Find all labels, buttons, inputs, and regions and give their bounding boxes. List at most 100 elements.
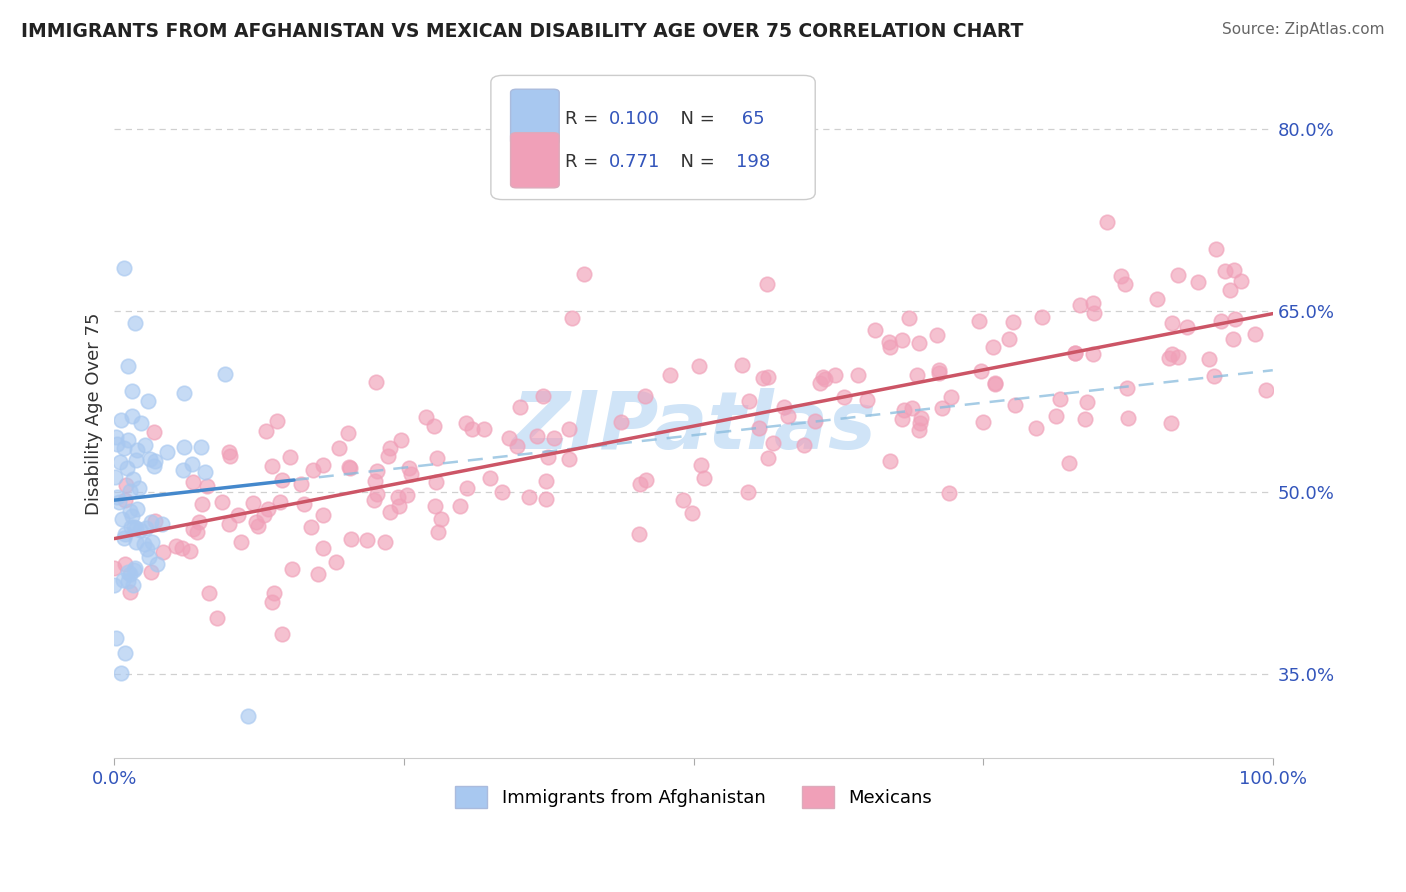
Point bbox=[128, 481, 150, 495]
Text: ZIPatlas: ZIPatlas bbox=[512, 388, 876, 467]
Point bbox=[1219, 283, 1241, 297]
Point bbox=[172, 541, 194, 556]
Point bbox=[1025, 421, 1047, 435]
Point bbox=[534, 491, 557, 506]
Point bbox=[1115, 381, 1137, 395]
Point bbox=[1160, 416, 1182, 430]
Point bbox=[110, 666, 132, 681]
Point bbox=[253, 508, 276, 523]
Text: 0.771: 0.771 bbox=[609, 153, 661, 171]
Point bbox=[125, 453, 148, 467]
Point bbox=[125, 502, 148, 516]
Point bbox=[114, 646, 136, 660]
Point bbox=[129, 416, 152, 430]
Point bbox=[124, 561, 146, 575]
Point bbox=[536, 450, 558, 464]
Point bbox=[312, 508, 335, 522]
Point bbox=[1045, 409, 1067, 423]
Point bbox=[877, 334, 900, 349]
Point bbox=[125, 521, 148, 535]
Point bbox=[1167, 351, 1189, 365]
Point bbox=[793, 438, 815, 452]
Point bbox=[364, 474, 387, 488]
Point bbox=[526, 429, 548, 443]
Point bbox=[659, 368, 682, 382]
Point bbox=[908, 423, 931, 437]
Point bbox=[1244, 326, 1267, 341]
Point bbox=[863, 323, 886, 337]
Point bbox=[456, 481, 478, 495]
Point bbox=[1004, 398, 1026, 412]
Point bbox=[387, 490, 409, 504]
Point bbox=[756, 370, 779, 384]
Point bbox=[105, 490, 128, 504]
Point bbox=[328, 441, 350, 455]
Point bbox=[336, 426, 359, 441]
Point bbox=[339, 460, 361, 475]
Point bbox=[531, 389, 554, 403]
Point bbox=[388, 500, 411, 514]
Point bbox=[103, 560, 125, 574]
Point bbox=[938, 486, 960, 500]
Point bbox=[242, 496, 264, 510]
Text: 65: 65 bbox=[737, 110, 765, 128]
Point bbox=[901, 401, 924, 416]
Point bbox=[572, 268, 595, 282]
Point bbox=[1202, 368, 1225, 383]
Point bbox=[186, 525, 208, 540]
Point bbox=[299, 520, 322, 534]
Point bbox=[146, 558, 169, 572]
Point bbox=[256, 502, 278, 516]
Point bbox=[1205, 243, 1227, 257]
Point bbox=[1069, 298, 1091, 312]
Point bbox=[628, 527, 651, 541]
Point bbox=[179, 544, 201, 558]
Point bbox=[928, 366, 950, 380]
Point bbox=[112, 531, 135, 545]
Point bbox=[143, 514, 166, 528]
Point bbox=[121, 409, 143, 423]
Point bbox=[262, 459, 284, 474]
Point bbox=[181, 522, 204, 536]
Point bbox=[127, 443, 149, 458]
Point bbox=[292, 498, 315, 512]
Point bbox=[389, 433, 412, 447]
Point bbox=[205, 611, 228, 625]
Point bbox=[427, 524, 450, 539]
Point bbox=[925, 328, 948, 343]
Point bbox=[121, 508, 143, 523]
Point bbox=[173, 440, 195, 454]
Point bbox=[198, 586, 221, 600]
Point bbox=[229, 535, 252, 549]
Point bbox=[429, 512, 451, 526]
Point bbox=[983, 376, 1005, 390]
Point bbox=[1083, 306, 1105, 320]
Point bbox=[1213, 264, 1236, 278]
Point bbox=[398, 461, 420, 475]
Legend: Immigrants from Afghanistan, Mexicans: Immigrants from Afghanistan, Mexicans bbox=[447, 779, 939, 815]
Point bbox=[773, 400, 796, 414]
Point bbox=[1001, 315, 1024, 329]
Point bbox=[456, 416, 478, 430]
Point bbox=[271, 474, 294, 488]
Point bbox=[124, 316, 146, 330]
Point bbox=[181, 475, 204, 490]
Point bbox=[998, 332, 1021, 346]
Point bbox=[104, 470, 127, 484]
Point bbox=[561, 310, 583, 325]
Point bbox=[104, 429, 127, 443]
Point bbox=[269, 495, 291, 509]
Point bbox=[879, 454, 901, 468]
Point bbox=[972, 415, 994, 429]
Point bbox=[1254, 383, 1277, 397]
Point bbox=[814, 372, 837, 386]
Point bbox=[682, 506, 704, 520]
Point bbox=[141, 535, 163, 549]
Point bbox=[266, 414, 288, 428]
Point bbox=[108, 455, 131, 469]
Point bbox=[278, 450, 301, 464]
Point bbox=[117, 565, 139, 579]
Point bbox=[460, 422, 482, 436]
Point bbox=[150, 517, 173, 532]
Point bbox=[415, 410, 437, 425]
